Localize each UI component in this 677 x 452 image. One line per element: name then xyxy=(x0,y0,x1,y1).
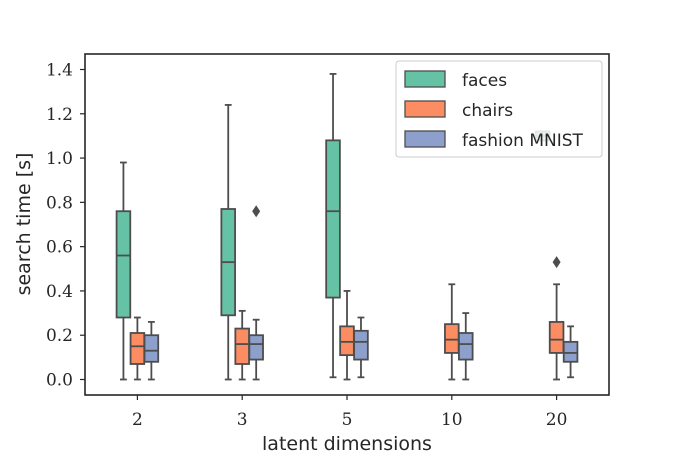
box-chairs-20 xyxy=(548,256,565,381)
box-iqr xyxy=(339,325,355,357)
legend-swatch-faces xyxy=(404,70,446,88)
x-tick-label: 10 xyxy=(441,410,463,430)
box-faces-5 xyxy=(325,73,341,379)
y-tick-label: 1.2 xyxy=(46,105,73,125)
y-tick-label: 1.4 xyxy=(46,61,73,81)
legend-label-fashion-mnist: fashion MNIST xyxy=(462,131,584,151)
y-tick-label: 1.0 xyxy=(46,149,73,169)
box-iqr xyxy=(562,340,579,363)
box-fashion-mnist-20 xyxy=(562,325,579,379)
legend-swatch-chairs xyxy=(404,100,446,118)
y-axis-label: search time [s] xyxy=(13,153,35,296)
legend-label-chairs: chairs xyxy=(462,101,513,121)
box-iqr xyxy=(548,321,565,354)
y-tick-label: 0.0 xyxy=(46,371,73,391)
box-iqr xyxy=(458,332,474,361)
y-tick-label: 0.8 xyxy=(46,193,73,213)
box-fashion-mnist-3 xyxy=(248,205,264,381)
legend-swatch-fashion-mnist xyxy=(404,130,446,148)
x-tick-label: 2 xyxy=(132,410,143,430)
box-fashion-mnist-2 xyxy=(143,321,160,381)
box-iqr xyxy=(234,327,250,365)
x-axis-label: latent dimensions xyxy=(262,433,432,452)
outlier-marker xyxy=(252,205,261,218)
box-fashion-mnist-5 xyxy=(353,316,369,379)
y-tick-label: 0.6 xyxy=(46,238,73,258)
outlier-marker xyxy=(552,256,561,269)
box-iqr xyxy=(353,329,369,361)
box-iqr xyxy=(143,334,160,363)
box-iqr xyxy=(129,332,146,365)
box-iqr xyxy=(325,139,341,299)
legend: faces chairs fashion MNIST xyxy=(395,60,603,158)
x-tick-label: 3 xyxy=(237,410,248,430)
legend-frame xyxy=(395,60,603,158)
y-tick-label: 0.4 xyxy=(46,282,73,302)
box-iqr xyxy=(444,323,460,354)
y-tick-label: 0.2 xyxy=(46,326,73,346)
box-faces-3 xyxy=(220,104,236,381)
box-fashion-mnist-10 xyxy=(458,312,474,381)
x-tick-label: 20 xyxy=(546,410,568,430)
box-iqr xyxy=(248,334,264,361)
box-iqr xyxy=(115,210,132,319)
legend-label-faces: faces xyxy=(462,71,507,91)
box-faces-2 xyxy=(115,161,132,381)
x-tick-label: 5 xyxy=(342,410,353,430)
